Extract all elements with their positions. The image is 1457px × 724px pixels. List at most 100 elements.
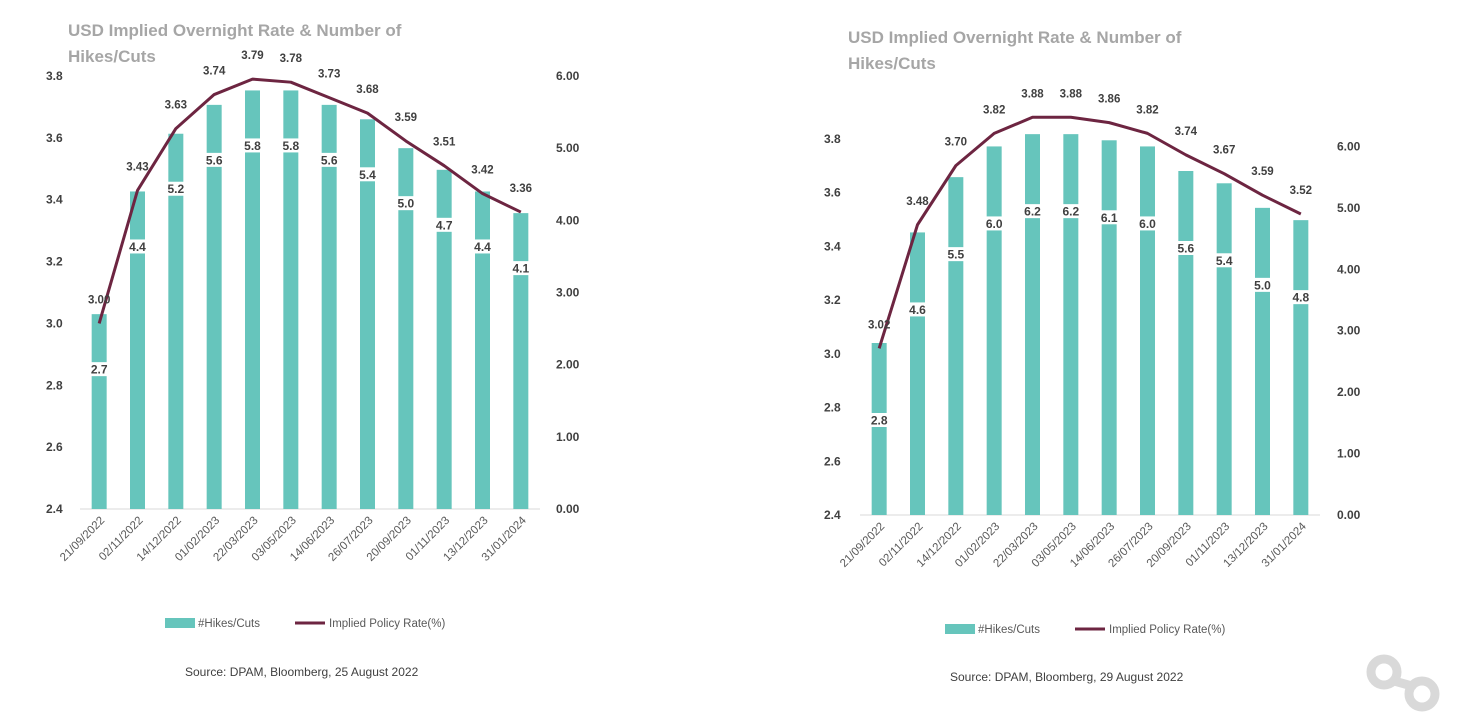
bar-data-label: 6.0 <box>986 217 1003 231</box>
bar-hikes-cuts <box>436 169 452 510</box>
bar-label-bg <box>86 362 113 377</box>
bar-data-label: 5.5 <box>947 248 964 262</box>
bar-data-label: 6.0 <box>1139 217 1156 231</box>
y-left-tick: 3.6 <box>824 186 841 200</box>
chart-left: 2.4 2.6 2.8 3.0 3.2 3.4 3.6 3.8 0.00 1.00 2.00 3.00… <box>46 50 580 630</box>
bar-hikes-cuts <box>910 232 925 515</box>
bar-label-bg <box>201 152 228 167</box>
line-data-label: 3.67 <box>1213 145 1235 157</box>
bar-hikes-cuts <box>948 177 964 515</box>
bar-data-label: 5.6 <box>1177 242 1194 256</box>
bar-label-bg <box>1211 253 1238 268</box>
bar-hikes-cuts <box>871 343 887 515</box>
bar-hikes-cuts <box>475 191 490 509</box>
bar-hikes-cuts <box>168 133 184 509</box>
legend-label-policy-rate: Implied Policy Rate(%) <box>1109 624 1225 636</box>
line-data-label: 3.43 <box>126 161 148 173</box>
bar-label-bg <box>431 217 458 232</box>
y-left-tick: 3.8 <box>46 69 63 83</box>
bar-data-label: 4.4 <box>474 240 491 254</box>
y-right-tick: 6.00 <box>556 69 580 83</box>
legend-swatch-hikes-cuts <box>165 618 195 628</box>
bar-hikes-cuts <box>1255 207 1270 515</box>
bar-hikes-cuts <box>130 191 145 509</box>
bar-label-bg <box>1019 204 1046 219</box>
y-right-tick: 3.00 <box>1337 324 1361 338</box>
bar-data-label: 4.1 <box>512 262 529 276</box>
bar-hikes-cuts <box>360 119 375 510</box>
bar-hikes-cuts <box>206 104 222 509</box>
chart-source-left: Source: DPAM, Bloomberg, 25 August 2022 <box>185 665 419 679</box>
bar-hikes-cuts <box>91 314 107 509</box>
bar-label-bg <box>507 261 534 276</box>
y-right-tick: 5.00 <box>1337 201 1361 215</box>
y-right-tick: 1.00 <box>556 430 580 444</box>
y-left-tick: 2.6 <box>46 440 63 454</box>
line-data-label: 3.59 <box>395 112 417 124</box>
bar-hikes-cuts <box>283 90 299 509</box>
bar-hikes-cuts <box>1216 183 1232 516</box>
bar-data-label: 2.7 <box>91 363 108 377</box>
y-right-tick: 0.00 <box>1337 508 1361 522</box>
bar-label-bg <box>354 167 381 182</box>
line-data-label: 3.86 <box>1098 94 1120 106</box>
bar-data-label: 5.8 <box>244 139 261 153</box>
bar-data-label: 4.4 <box>129 240 146 254</box>
bar-hikes-cuts <box>321 104 337 509</box>
legend-label-policy-rate: Implied Policy Rate(%) <box>329 618 445 630</box>
bar-data-label: 5.8 <box>282 139 299 153</box>
y-right-tick: 4.00 <box>556 213 580 227</box>
bar-label-bg <box>904 302 931 317</box>
bar-data-label: 6.2 <box>1062 205 1079 219</box>
dpam-logo-icon <box>1366 654 1440 712</box>
chart-source-right: Source: DPAM, Bloomberg, 29 August 2022 <box>950 670 1184 684</box>
line-data-label: 3.42 <box>471 165 493 177</box>
y-right-tick: 5.00 <box>556 141 580 155</box>
y-right-tick: 2.00 <box>1337 385 1361 399</box>
line-data-label: 3.78 <box>280 53 303 65</box>
line-data-label: 3.70 <box>945 137 967 149</box>
bar-label-bg <box>981 216 1008 231</box>
bar-label-bg <box>942 247 969 262</box>
bar-label-bg <box>124 239 151 254</box>
line-data-label: 3.00 <box>88 294 110 306</box>
legend-label-hikes-cuts: #Hikes/Cuts <box>978 624 1040 636</box>
line-data-label: 3.74 <box>1175 126 1198 138</box>
y-left-tick: 3.6 <box>46 131 63 145</box>
bar-data-label: 4.7 <box>436 218 453 232</box>
bar-data-label: 5.2 <box>167 182 184 196</box>
y-right-tick: 6.00 <box>1337 139 1361 153</box>
bar-label-bg <box>392 196 419 211</box>
line-data-label: 3.63 <box>165 100 187 112</box>
line-data-label: 3.48 <box>906 196 929 208</box>
line-data-label: 3.36 <box>510 183 532 195</box>
y-right-tick: 3.00 <box>556 286 580 300</box>
line-data-label: 3.68 <box>356 84 379 96</box>
line-data-label: 3.59 <box>1251 166 1273 178</box>
line-data-label: 3.88 <box>1021 88 1044 100</box>
bar-label-bg <box>1172 241 1199 255</box>
bar-data-label: 6.2 <box>1024 205 1041 219</box>
bar-hikes-cuts <box>1140 146 1155 515</box>
y-left-tick: 3.4 <box>46 193 63 207</box>
bar-label-bg <box>162 181 189 196</box>
line-data-label: 3.82 <box>983 104 1005 116</box>
y-left-tick: 3.0 <box>824 347 841 361</box>
legend-label-hikes-cuts: #Hikes/Cuts <box>198 618 260 630</box>
bar-label-bg <box>1096 210 1123 225</box>
y-right-tick: 2.00 <box>556 358 580 372</box>
bar-hikes-cuts <box>513 213 529 509</box>
bar-hikes-cuts <box>986 146 1002 515</box>
bar-label-bg <box>1057 204 1084 219</box>
bar-hikes-cuts <box>1178 171 1194 515</box>
bar-hikes-cuts <box>1101 140 1117 516</box>
line-policy-rate <box>877 115 1302 349</box>
bar-data-label: 6.1 <box>1101 211 1118 225</box>
line-data-label: 3.51 <box>433 137 456 149</box>
line-data-label: 3.02 <box>868 319 890 331</box>
line-policy-rate <box>97 77 522 324</box>
chart-title-left: USD Implied Overnight Rate & Number of H… <box>68 21 402 66</box>
y-left-tick: 3.2 <box>46 255 63 269</box>
line-data-label: 3.52 <box>1290 185 1312 197</box>
bar-label-bg <box>1134 216 1161 231</box>
